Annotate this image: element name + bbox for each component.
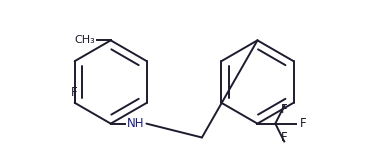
Text: F: F [281,131,287,144]
Text: NH: NH [127,117,144,130]
Text: F: F [300,117,307,130]
Text: F: F [71,86,78,99]
Text: CH₃: CH₃ [74,35,95,45]
Text: F: F [281,103,287,116]
